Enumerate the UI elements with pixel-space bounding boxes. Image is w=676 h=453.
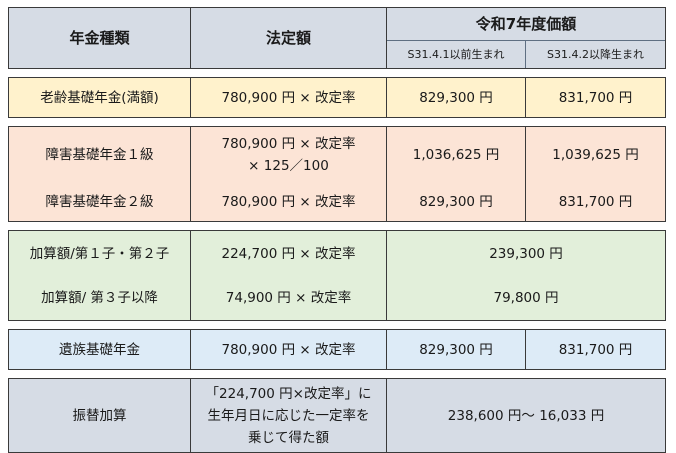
row-transfer-addition: 振替加算 「224,700 円×改定率」に 生年月日に応じた一定率を 乗じて得た… bbox=[8, 378, 666, 453]
cell-name: 振替加算 bbox=[8, 378, 191, 453]
cell-legal: 780,900 円 × 改定率 × 125／100 bbox=[190, 126, 387, 184]
cell-legal: 780,900 円 × 改定率 bbox=[190, 77, 387, 118]
cell-legal: 780,900 円 × 改定率 bbox=[190, 329, 387, 370]
cell-after: 831,700 円 bbox=[525, 183, 666, 222]
cell-name: 障害基礎年金２級 bbox=[8, 183, 191, 222]
row-addition-child-1-2: 加算額/第１子・第２子 224,700 円 × 改定率 239,300 円 bbox=[8, 230, 666, 277]
cell-legal: 224,700 円 × 改定率 bbox=[190, 230, 387, 277]
cell-legal: 74,900 円 × 改定率 bbox=[190, 276, 387, 321]
cell-before: 829,300 円 bbox=[386, 77, 526, 118]
legal-line-1: 「224,700 円×改定率」に bbox=[205, 385, 372, 402]
cell-name: 加算額/ 第３子以降 bbox=[8, 276, 191, 321]
cell-before: 829,300 円 bbox=[386, 329, 526, 370]
legal-line-1: 780,900 円 × 改定率 bbox=[221, 136, 356, 153]
header-legal-amount: 法定額 bbox=[190, 7, 387, 69]
cell-legal: 「224,700 円×改定率」に 生年月日に応じた一定率を 乗じて得た額 bbox=[190, 378, 387, 453]
legal-line-2: 生年月日に応じた一定率を bbox=[207, 407, 370, 424]
cell-before: 829,300 円 bbox=[386, 183, 526, 222]
header-born-after: S31.4.2以降生まれ bbox=[525, 40, 666, 69]
cell-value: 239,300 円 bbox=[386, 230, 666, 277]
row-disability-1: 障害基礎年金１級 780,900 円 × 改定率 × 125／100 1,036… bbox=[8, 126, 666, 184]
legal-line-3: 乗じて得た額 bbox=[248, 429, 329, 446]
cell-name: 障害基礎年金１級 bbox=[8, 126, 191, 184]
cell-after: 1,039,625 円 bbox=[525, 126, 666, 184]
cell-name: 加算額/第１子・第２子 bbox=[8, 230, 191, 277]
row-survivor: 遺族基礎年金 780,900 円 × 改定率 829,300 円 831,700… bbox=[8, 329, 666, 370]
cell-name: 遺族基礎年金 bbox=[8, 329, 191, 370]
header-r7-value: 令和7年度価額 bbox=[386, 7, 666, 41]
cell-after: 831,700 円 bbox=[525, 329, 666, 370]
legal-line-2: × 125／100 bbox=[248, 158, 329, 175]
cell-before: 1,036,625 円 bbox=[386, 126, 526, 184]
header-pension-type: 年金種類 bbox=[8, 7, 191, 69]
cell-value: 79,800 円 bbox=[386, 276, 666, 321]
pension-table: 年金種類 法定額 令和7年度価額 S31.4.1以前生まれ S31.4.2以降生… bbox=[8, 7, 666, 453]
row-addition-child-3: 加算額/ 第３子以降 74,900 円 × 改定率 79,800 円 bbox=[8, 276, 666, 321]
cell-value: 238,600 円～ 16,033 円 bbox=[386, 378, 666, 453]
row-old-age: 老齢基礎年金(満額) 780,900 円 × 改定率 829,300 円 831… bbox=[8, 77, 666, 118]
header-born-before: S31.4.1以前生まれ bbox=[386, 40, 526, 69]
row-disability-2: 障害基礎年金２級 780,900 円 × 改定率 829,300 円 831,7… bbox=[8, 183, 666, 222]
cell-legal: 780,900 円 × 改定率 bbox=[190, 183, 387, 222]
cell-after: 831,700 円 bbox=[525, 77, 666, 118]
cell-name: 老齢基礎年金(満額) bbox=[8, 77, 191, 118]
